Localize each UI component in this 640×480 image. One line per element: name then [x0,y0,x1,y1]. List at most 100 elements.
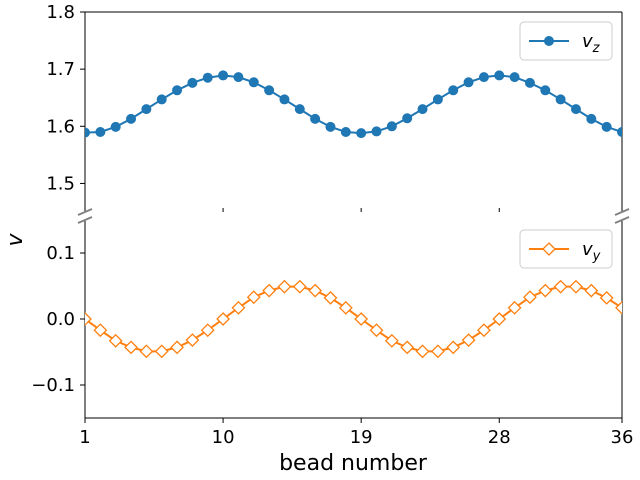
data-point-v_y [523,290,537,305]
data-point-v_y [584,283,599,298]
data-point-v_z [233,72,244,83]
data-point-v_y [476,323,491,338]
data-point-v_z [432,94,443,105]
legend-label: vz [582,31,601,56]
data-point-v_z [356,128,367,139]
axis-break-marks [77,208,630,224]
data-point-v_z [202,72,213,83]
data-point-v_y [461,333,476,348]
data-point-v_y [85,312,92,326]
x-tick-label: 19 [350,427,373,448]
data-point-v_z [85,127,90,138]
data-point-v_y [569,279,583,294]
data-point-v_y [93,323,108,338]
data-point-v_y [415,344,430,359]
data-point-v_y [108,333,123,348]
data-point-v_z [126,113,137,124]
data-point-v_y [308,283,323,298]
data-point-v_z [95,127,106,137]
data-point-v_z [279,94,290,105]
data-point-v_z [509,72,520,83]
data-point-v_y [231,300,246,315]
data-point-v_y [507,300,522,315]
data-point-v_z [294,104,305,115]
data-point-v_y [538,283,553,298]
data-point-v_y [369,323,384,338]
data-point-v_z [402,113,413,124]
data-point-v_y [200,323,215,338]
data-point-v_z [617,127,622,137]
data-point-v_y [262,283,277,298]
data-point-v_z [187,77,198,88]
data-point-v_y [216,312,231,326]
data-point-v_y [124,340,138,355]
data-point-v_y [338,300,353,315]
data-point-v_z [141,104,152,115]
x-tick-label: 36 [611,427,634,448]
data-point-v_y [492,312,507,326]
data-point-v_z [601,121,612,132]
data-point-v_z [264,85,275,96]
data-point-v_z [386,121,397,132]
data-point-v_y [246,290,261,305]
y-tick-label: −0.1 [31,375,75,396]
y-tick-label: 1.5 [46,173,75,194]
data-point-v_z [448,85,459,96]
data-point-v_y [154,344,169,359]
data-point-v_z [310,113,321,124]
data-point-v_z [570,104,581,115]
series-v_y [85,279,622,359]
data-point-v_z [555,94,566,105]
data-point-v_z [110,121,121,132]
y-tick-label: 1.8 [46,2,75,23]
data-point-v_z [417,104,428,115]
data-point-v_z [156,94,167,105]
data-point-v_y [292,279,307,294]
data-point-v_y [615,300,622,315]
data-point-v_z [494,70,505,81]
data-point-v_y [430,344,445,359]
data-point-v_z [524,77,535,88]
x-tick-label: 28 [488,427,511,448]
data-point-v_z [218,70,229,81]
y-tick-label: 1.7 [46,59,75,80]
data-point-v_y [354,312,369,326]
data-point-v_y [599,290,614,305]
x-tick-label: 1 [79,427,90,448]
legend-marker [544,36,554,46]
data-point-v_z [478,72,489,83]
break-mark [77,216,93,224]
break-mark [614,208,630,216]
data-point-v_y [139,344,154,359]
break-mark [77,208,93,216]
legend-label: vy [582,239,601,264]
data-point-v_z [371,126,382,137]
y-axis-label: v [3,233,28,247]
legend-marker [542,242,556,256]
legend-v_z: vz [519,21,613,61]
y-tick-label: 1.6 [46,116,75,137]
x-tick-label: 10 [212,427,235,448]
bottom-panel: −0.1 0.0 0.1 1 10 19 28 36 vy [31,220,633,448]
data-point-v_y [185,333,200,348]
top-panel: 1.5 1.6 1.7 1.8 vz [46,2,623,212]
legend-v_y: vy [519,229,613,269]
data-point-v_z [340,127,351,137]
series-v_z [85,70,622,139]
data-point-v_z [540,85,551,96]
break-mark [614,216,630,224]
data-point-v_y [170,340,184,355]
data-point-v_y [384,333,399,348]
data-point-v_z [248,77,259,88]
data-point-v_y [400,340,415,355]
data-point-v_z [463,77,474,88]
x-axis-label: bead number [279,451,428,476]
data-point-v_z [172,85,183,96]
data-point-v_y [553,279,568,294]
data-point-v_y [446,340,461,355]
y-tick-label: 0.0 [46,309,75,330]
data-point-v_y [323,290,338,305]
data-point-v_z [586,113,597,124]
y-tick-label: 0.1 [46,243,75,264]
